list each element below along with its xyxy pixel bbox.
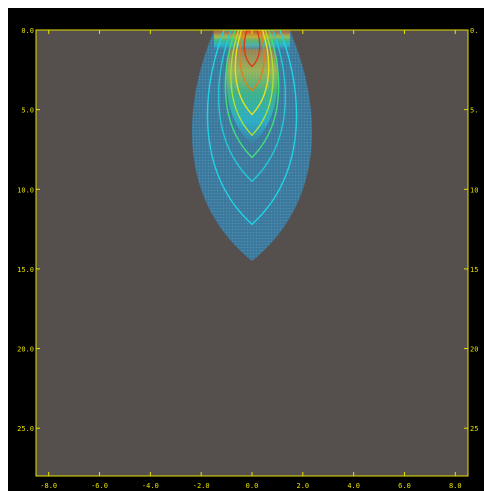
y-tick-label-left: 10.0 (17, 186, 34, 194)
x-tick-label: -2.0 (193, 482, 210, 490)
x-tick-label: 2.0 (296, 482, 309, 490)
x-tick-label: -6.0 (91, 482, 108, 490)
y-tick-label-right: 0. (470, 27, 478, 35)
y-tick-label-left: 25.0 (17, 425, 34, 433)
contour-cyan-outer (206, 30, 298, 226)
contour-green (224, 30, 280, 159)
x-tick-label: 8.0 (449, 482, 462, 490)
contour-yellow (234, 30, 270, 116)
y-tick-label-right: 25 (470, 425, 478, 433)
y-tick-label-left: 5.0 (21, 107, 34, 115)
plume-outer-field (191, 30, 313, 261)
x-tick-label: -4.0 (142, 482, 159, 490)
plume-field (191, 30, 313, 261)
y-tick-label-right: 5. (470, 107, 478, 115)
y-tick-label-left: 0.0 (21, 27, 34, 35)
contour-orange (239, 30, 265, 92)
y-tick-label-right: 20 (470, 346, 478, 354)
y-tick-label-left: 20.0 (17, 346, 34, 354)
x-tick-label: 0.0 (246, 482, 259, 490)
x-tick-label: 4.0 (347, 482, 360, 490)
y-tick-label-left: 15.0 (17, 266, 34, 274)
contour-red (243, 30, 261, 68)
y-tick-label-right: 15 (470, 266, 478, 274)
y-tick-label-right: 10 (470, 186, 478, 194)
contour-cyan-mid (217, 30, 287, 183)
x-tick-label: 6.0 (398, 482, 411, 490)
contour-yellow-green (230, 30, 274, 137)
axis-ticks: -8.0 -6.0 -4.0 -2.0 0.0 2.0 4.0 6.0 8.0 0.0 0. 5.0 5… (17, 27, 478, 490)
x-tick-label: -8.0 (40, 482, 57, 490)
